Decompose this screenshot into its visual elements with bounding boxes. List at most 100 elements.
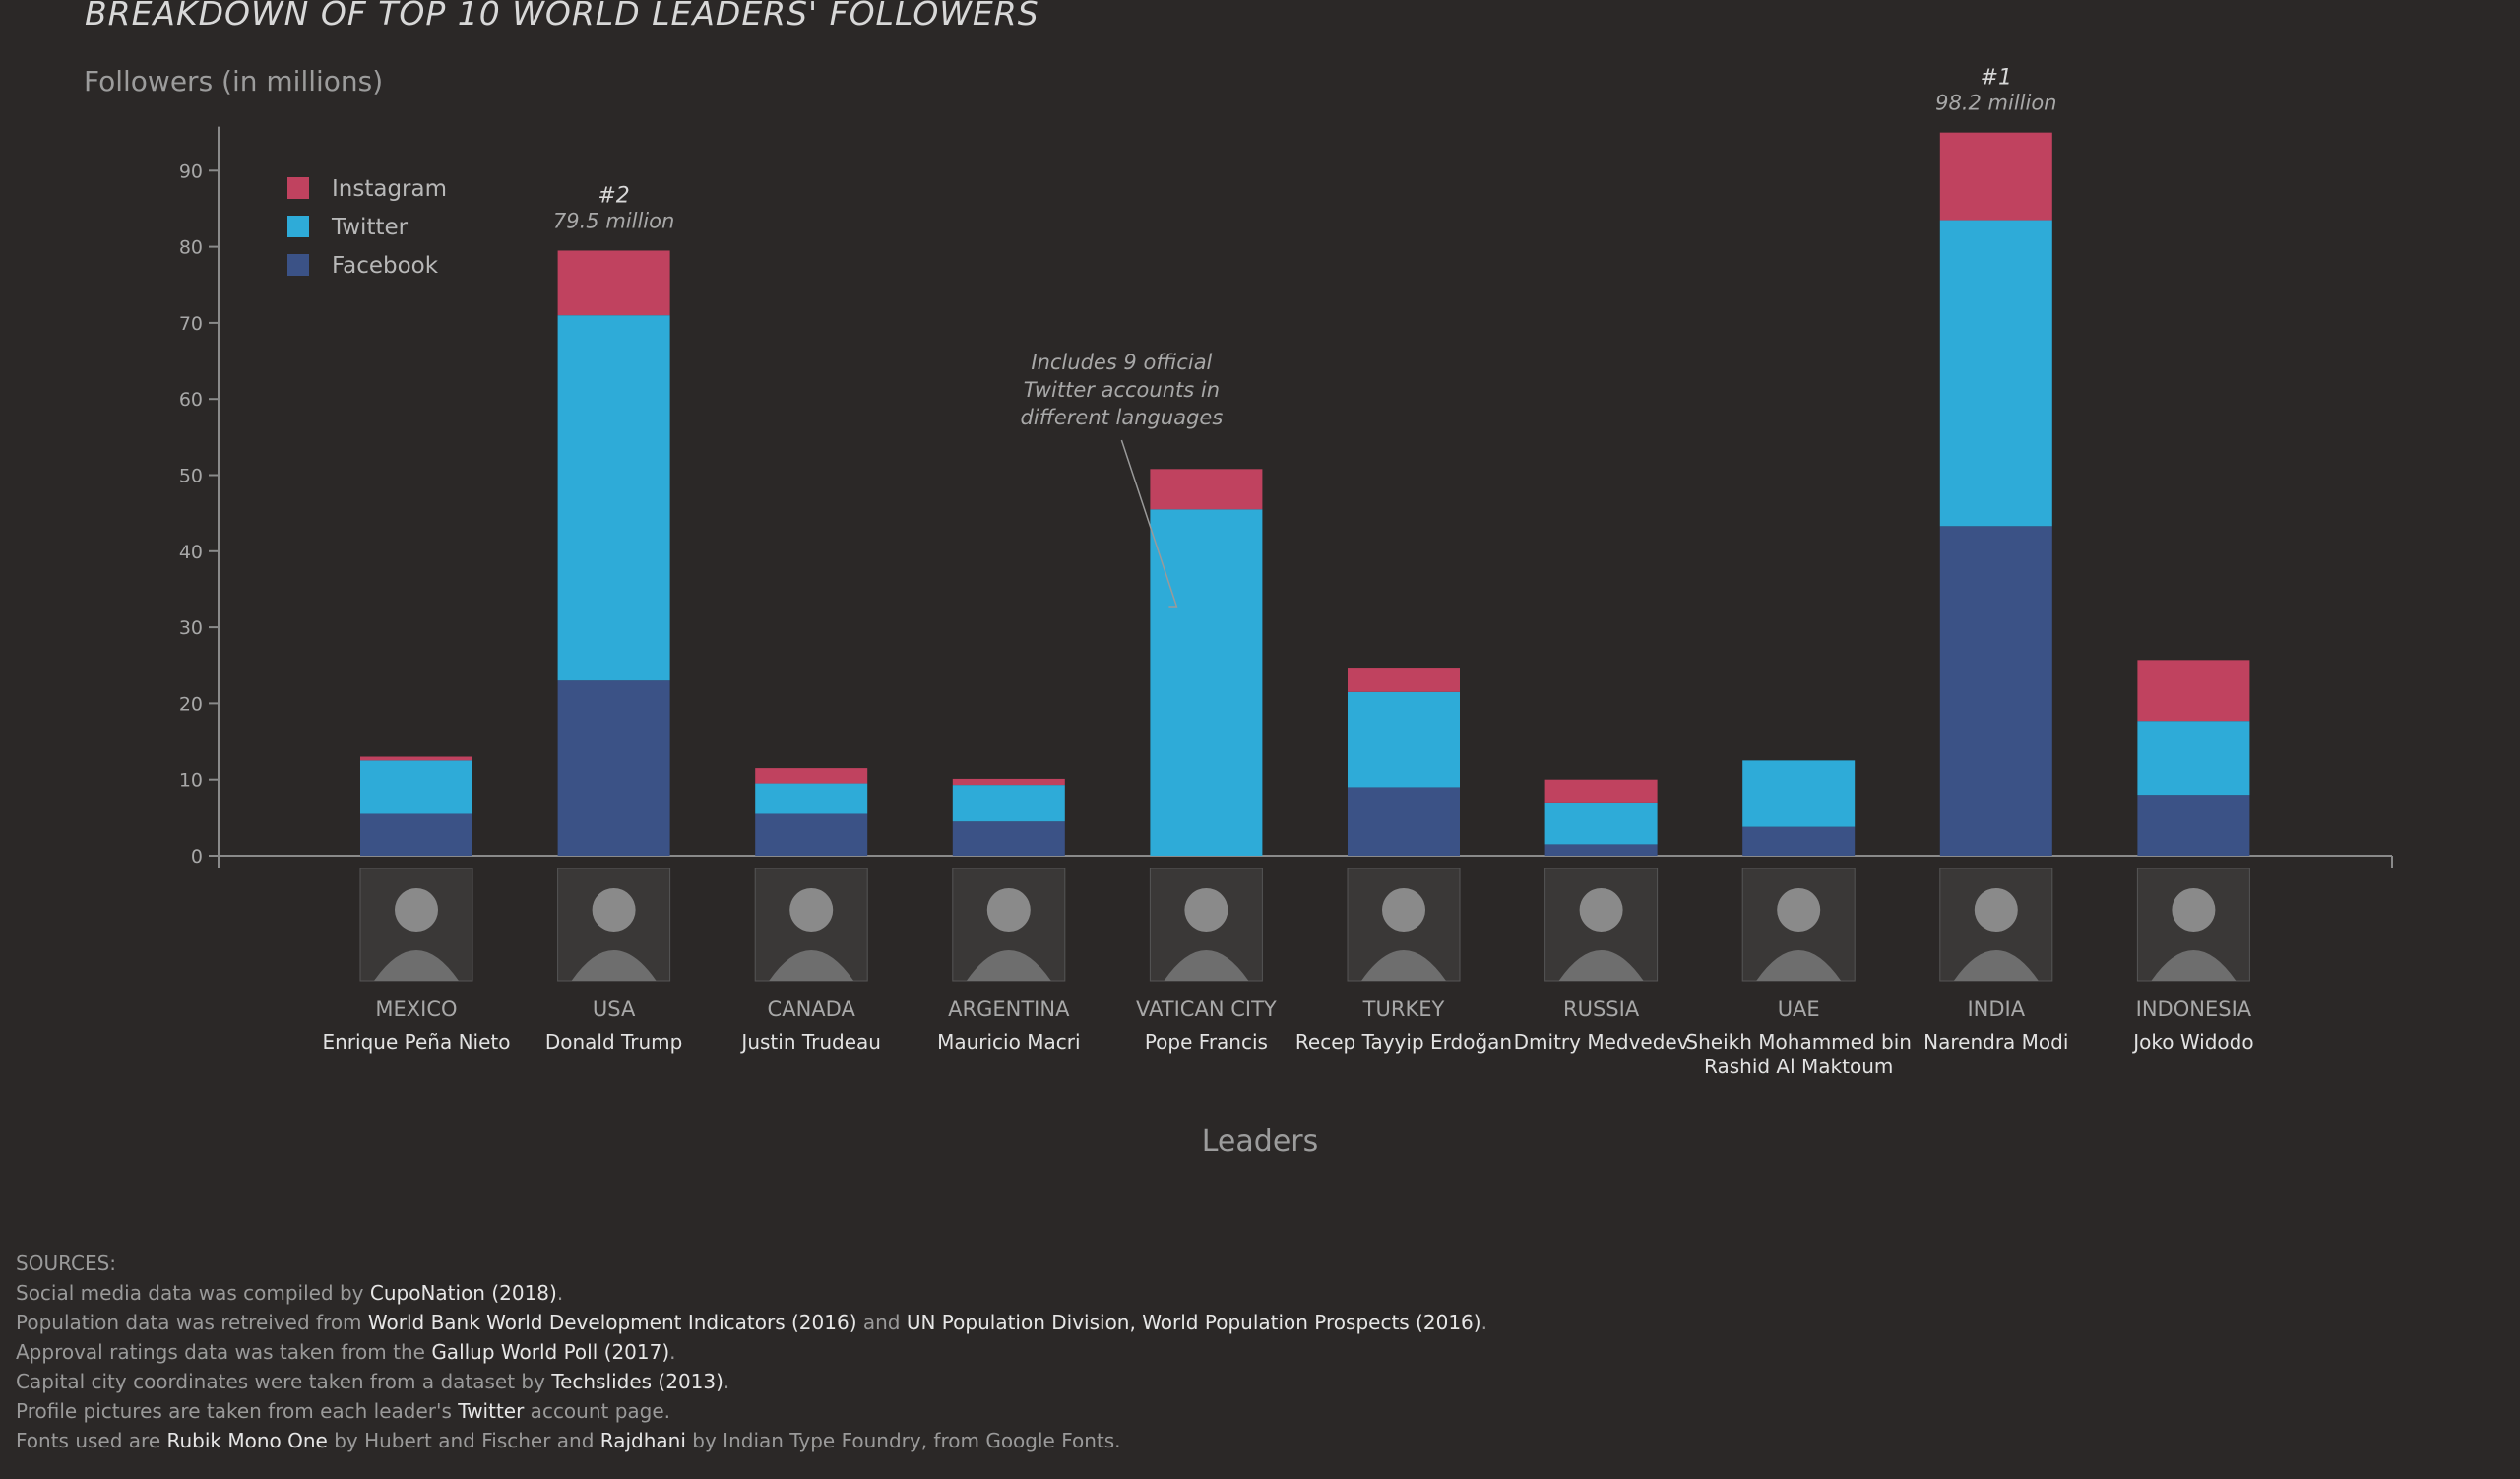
portrait-body-shape [374, 950, 459, 981]
sources-block: SOURCES: Social media data was compiled … [16, 1249, 1487, 1455]
leader-name: Joko Widodo [2131, 1030, 2253, 1054]
bar-facebook-turkey [1348, 787, 1460, 856]
portrait-body-shape [1558, 950, 1644, 981]
source-text: by Indian Type Foundry, from Google Font… [685, 1429, 1121, 1452]
y-tick-label: 60 [179, 389, 203, 411]
bar-facebook-india [1939, 526, 2052, 856]
bar-instagram-argentina [952, 778, 1065, 786]
bar-twitter-argentina [952, 785, 1065, 822]
source-reference: CupoNation (2018) [369, 1281, 557, 1305]
portrait-head-shape [1382, 888, 1425, 932]
bar-facebook-argentina [952, 821, 1065, 856]
source-reference: Rajdhani [599, 1429, 686, 1452]
leader-name: Enrique Peña Nieto [323, 1030, 511, 1054]
y-tick-label: 30 [179, 617, 203, 639]
bar-facebook-indonesia [2137, 795, 2250, 856]
leader-name: Dmitry Medvedev [1514, 1030, 1689, 1054]
source-text: Population data was retreived from [16, 1311, 368, 1334]
chart-title: BREAKDOWN OF TOP 10 WORLD LEADERS' FOLLO… [85, 0, 1040, 32]
source-text: Approval ratings data was taken from the [16, 1340, 432, 1364]
legend-swatch-facebook [287, 254, 309, 276]
note-text-line: Includes 9 official [1031, 351, 1212, 374]
bar-instagram-russia [1544, 779, 1658, 803]
portrait-body-shape [1756, 950, 1842, 981]
y-tick-label: 10 [179, 770, 203, 792]
y-tick-label: 70 [179, 313, 203, 335]
bar-instagram-india [1939, 132, 2052, 221]
bar-twitter-india [1939, 220, 2052, 527]
sources-heading: SOURCES: [16, 1252, 117, 1275]
country-label: UAE [1778, 997, 1820, 1021]
leader-name: Donald Trump [545, 1030, 683, 1054]
legend-label-instagram: Instagram [332, 176, 447, 202]
stacked-bar-chart: 0 10 20 30 40 50 60 70 80 90 Instagram Twitter Faceb… [179, 66, 2393, 1078]
bar-twitter-mexico [360, 760, 472, 814]
bar-instagram-vatican-city [1150, 469, 1263, 510]
leader-name: Narendra Modi [1923, 1030, 2068, 1054]
leader-name: Pope Francis [1145, 1030, 1268, 1054]
source-text: . [556, 1281, 564, 1305]
portrait-head-shape [395, 888, 438, 932]
rank-value-annotation: 98.2 million [1935, 92, 2056, 115]
source-text: Social media data was compiled by [16, 1281, 370, 1305]
y-axis-label: Followers (in millions) [84, 65, 384, 97]
rank-annotation: #1 [1981, 66, 2012, 91]
bar-twitter-turkey [1348, 691, 1460, 788]
bar-twitter-uae [1742, 760, 1856, 827]
source-text: Fonts used are [16, 1429, 167, 1452]
country-label: RUSSIA [1563, 997, 1640, 1021]
bar-facebook-mexico [360, 813, 472, 856]
leader-name: Justin Trudeau [739, 1030, 881, 1054]
x-axis-label: Leaders [1201, 1125, 1319, 1159]
bar-facebook-canada [755, 813, 868, 856]
note-text-line: Twitter accounts in [1024, 378, 1220, 402]
bar-instagram-usa [557, 250, 670, 316]
leader-name: Recep Tayyip Erdoğan [1295, 1030, 1512, 1054]
country-label: VATICAN CITY [1136, 997, 1277, 1021]
legend-label-twitter: Twitter [331, 215, 409, 240]
bar-twitter-russia [1544, 802, 1658, 845]
leader-name: Sheikh Mohammed bin [1685, 1030, 1912, 1054]
source-line: Fonts used are Rubik Mono One by Hubert … [16, 1426, 1487, 1455]
note-text-line: different languages [1021, 406, 1224, 429]
portrait-body-shape [1953, 950, 2039, 981]
bar-facebook-usa [557, 680, 670, 856]
leader-name: Mauricio Macri [937, 1030, 1080, 1054]
country-label: MEXICO [375, 997, 457, 1021]
bar-instagram-mexico [360, 756, 472, 761]
source-reference: Techslides (2013) [551, 1370, 724, 1393]
bar-facebook-russia [1544, 844, 1658, 856]
source-text: Capital city coordinates were taken from… [16, 1370, 552, 1393]
bar-instagram-turkey [1348, 668, 1460, 692]
country-label: INDONESIA [2136, 997, 2252, 1021]
source-line: Capital city coordinates were taken from… [16, 1367, 1487, 1396]
leader-name: Rashid Al Maktoum [1704, 1055, 1893, 1078]
source-text: . [669, 1340, 676, 1364]
source-line: Population data was retreived from World… [16, 1308, 1487, 1337]
bar-twitter-usa [557, 315, 670, 681]
source-text: . [723, 1370, 730, 1393]
bar-twitter-indonesia [2137, 721, 2250, 796]
bar-twitter-vatican-city [1150, 509, 1263, 856]
y-tick-label: 50 [179, 466, 203, 487]
legend-swatch-instagram [287, 177, 309, 199]
portrait-body-shape [571, 950, 657, 981]
portrait-body-shape [1164, 950, 1249, 981]
rank-annotation: #2 [598, 183, 629, 208]
portrait-body-shape [769, 950, 854, 981]
y-tick-label: 40 [179, 542, 203, 563]
sources-lines: Social media data was compiled by CupoNa… [16, 1278, 1487, 1455]
source-reference: UN Population Division, World Population… [906, 1311, 1481, 1334]
note-leader-line [1120, 439, 1178, 608]
country-label: USA [593, 997, 636, 1021]
portrait-head-shape [1974, 888, 2018, 932]
source-line: Social media data was compiled by CupoNa… [16, 1278, 1487, 1308]
bar-instagram-indonesia [2137, 660, 2250, 722]
source-text: Profile pictures are taken from each lea… [16, 1399, 459, 1423]
legend-label-facebook: Facebook [332, 253, 439, 279]
y-tick-label: 0 [191, 846, 203, 868]
portrait-head-shape [2172, 888, 2216, 932]
source-text: by Hubert and Fischer and [327, 1429, 600, 1452]
source-reference: Twitter [458, 1399, 525, 1423]
y-tick-label: 20 [179, 693, 203, 715]
